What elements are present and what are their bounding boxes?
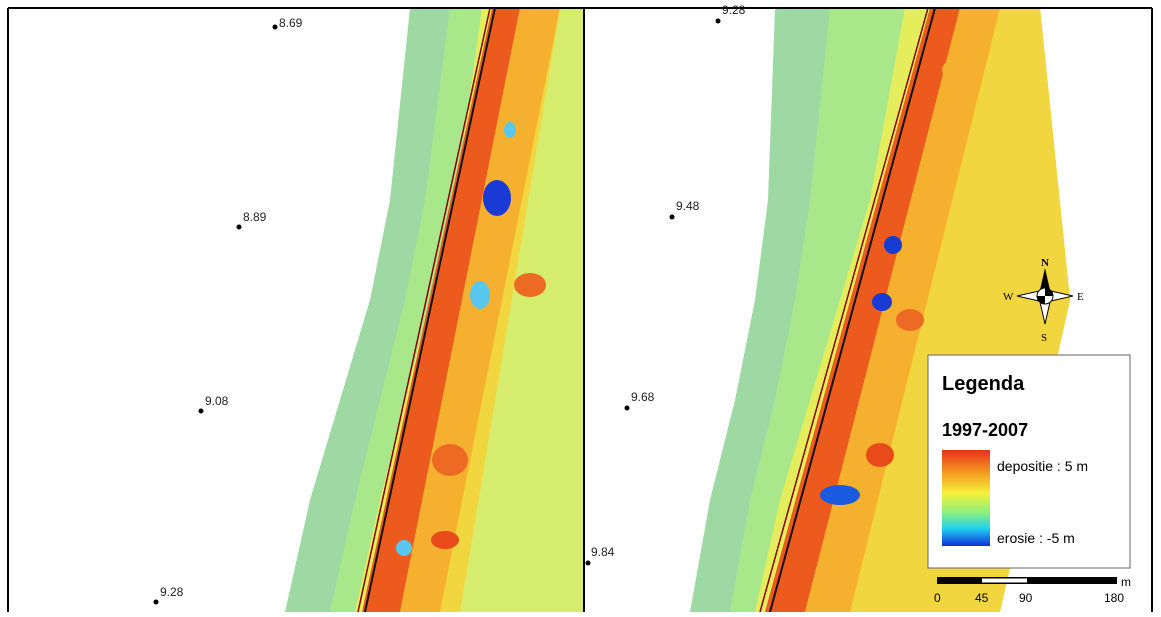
point-label: 9.68 bbox=[631, 390, 655, 404]
scale-unit: m bbox=[1121, 575, 1131, 589]
point-label: 8.89 bbox=[243, 210, 267, 224]
point-label: 9.84 bbox=[591, 545, 615, 559]
scale-label: 180 bbox=[1104, 591, 1124, 605]
legend-low: erosie : -5 m bbox=[997, 530, 1075, 546]
scale-label: 45 bbox=[975, 591, 989, 605]
scale-label: 0 bbox=[934, 591, 941, 605]
compass-west: W bbox=[1003, 291, 1014, 303]
scale-label: 90 bbox=[1019, 591, 1033, 605]
map-figure: 8.69 8.89 9.08 9.28 9.28 9.48 9.68 9.84 … bbox=[0, 0, 1161, 612]
legend-ramp bbox=[942, 450, 990, 546]
legend-title: Legenda bbox=[942, 373, 1025, 395]
point-label: 8.69 bbox=[279, 16, 303, 30]
point-label: 9.28 bbox=[722, 3, 746, 17]
compass-south: S bbox=[1041, 332, 1047, 344]
legend-period: 1997-2007 bbox=[942, 420, 1028, 440]
point-label: 9.28 bbox=[160, 585, 184, 599]
compass-east: E bbox=[1077, 291, 1084, 303]
legend-high: depositie : 5 m bbox=[997, 458, 1088, 474]
point-label: 9.48 bbox=[676, 199, 700, 213]
point-label: 9.08 bbox=[205, 394, 229, 408]
legend: Legenda 1997-2007 depositie : 5 m erosie… bbox=[928, 355, 1130, 568]
compass-north: N bbox=[1041, 257, 1049, 269]
